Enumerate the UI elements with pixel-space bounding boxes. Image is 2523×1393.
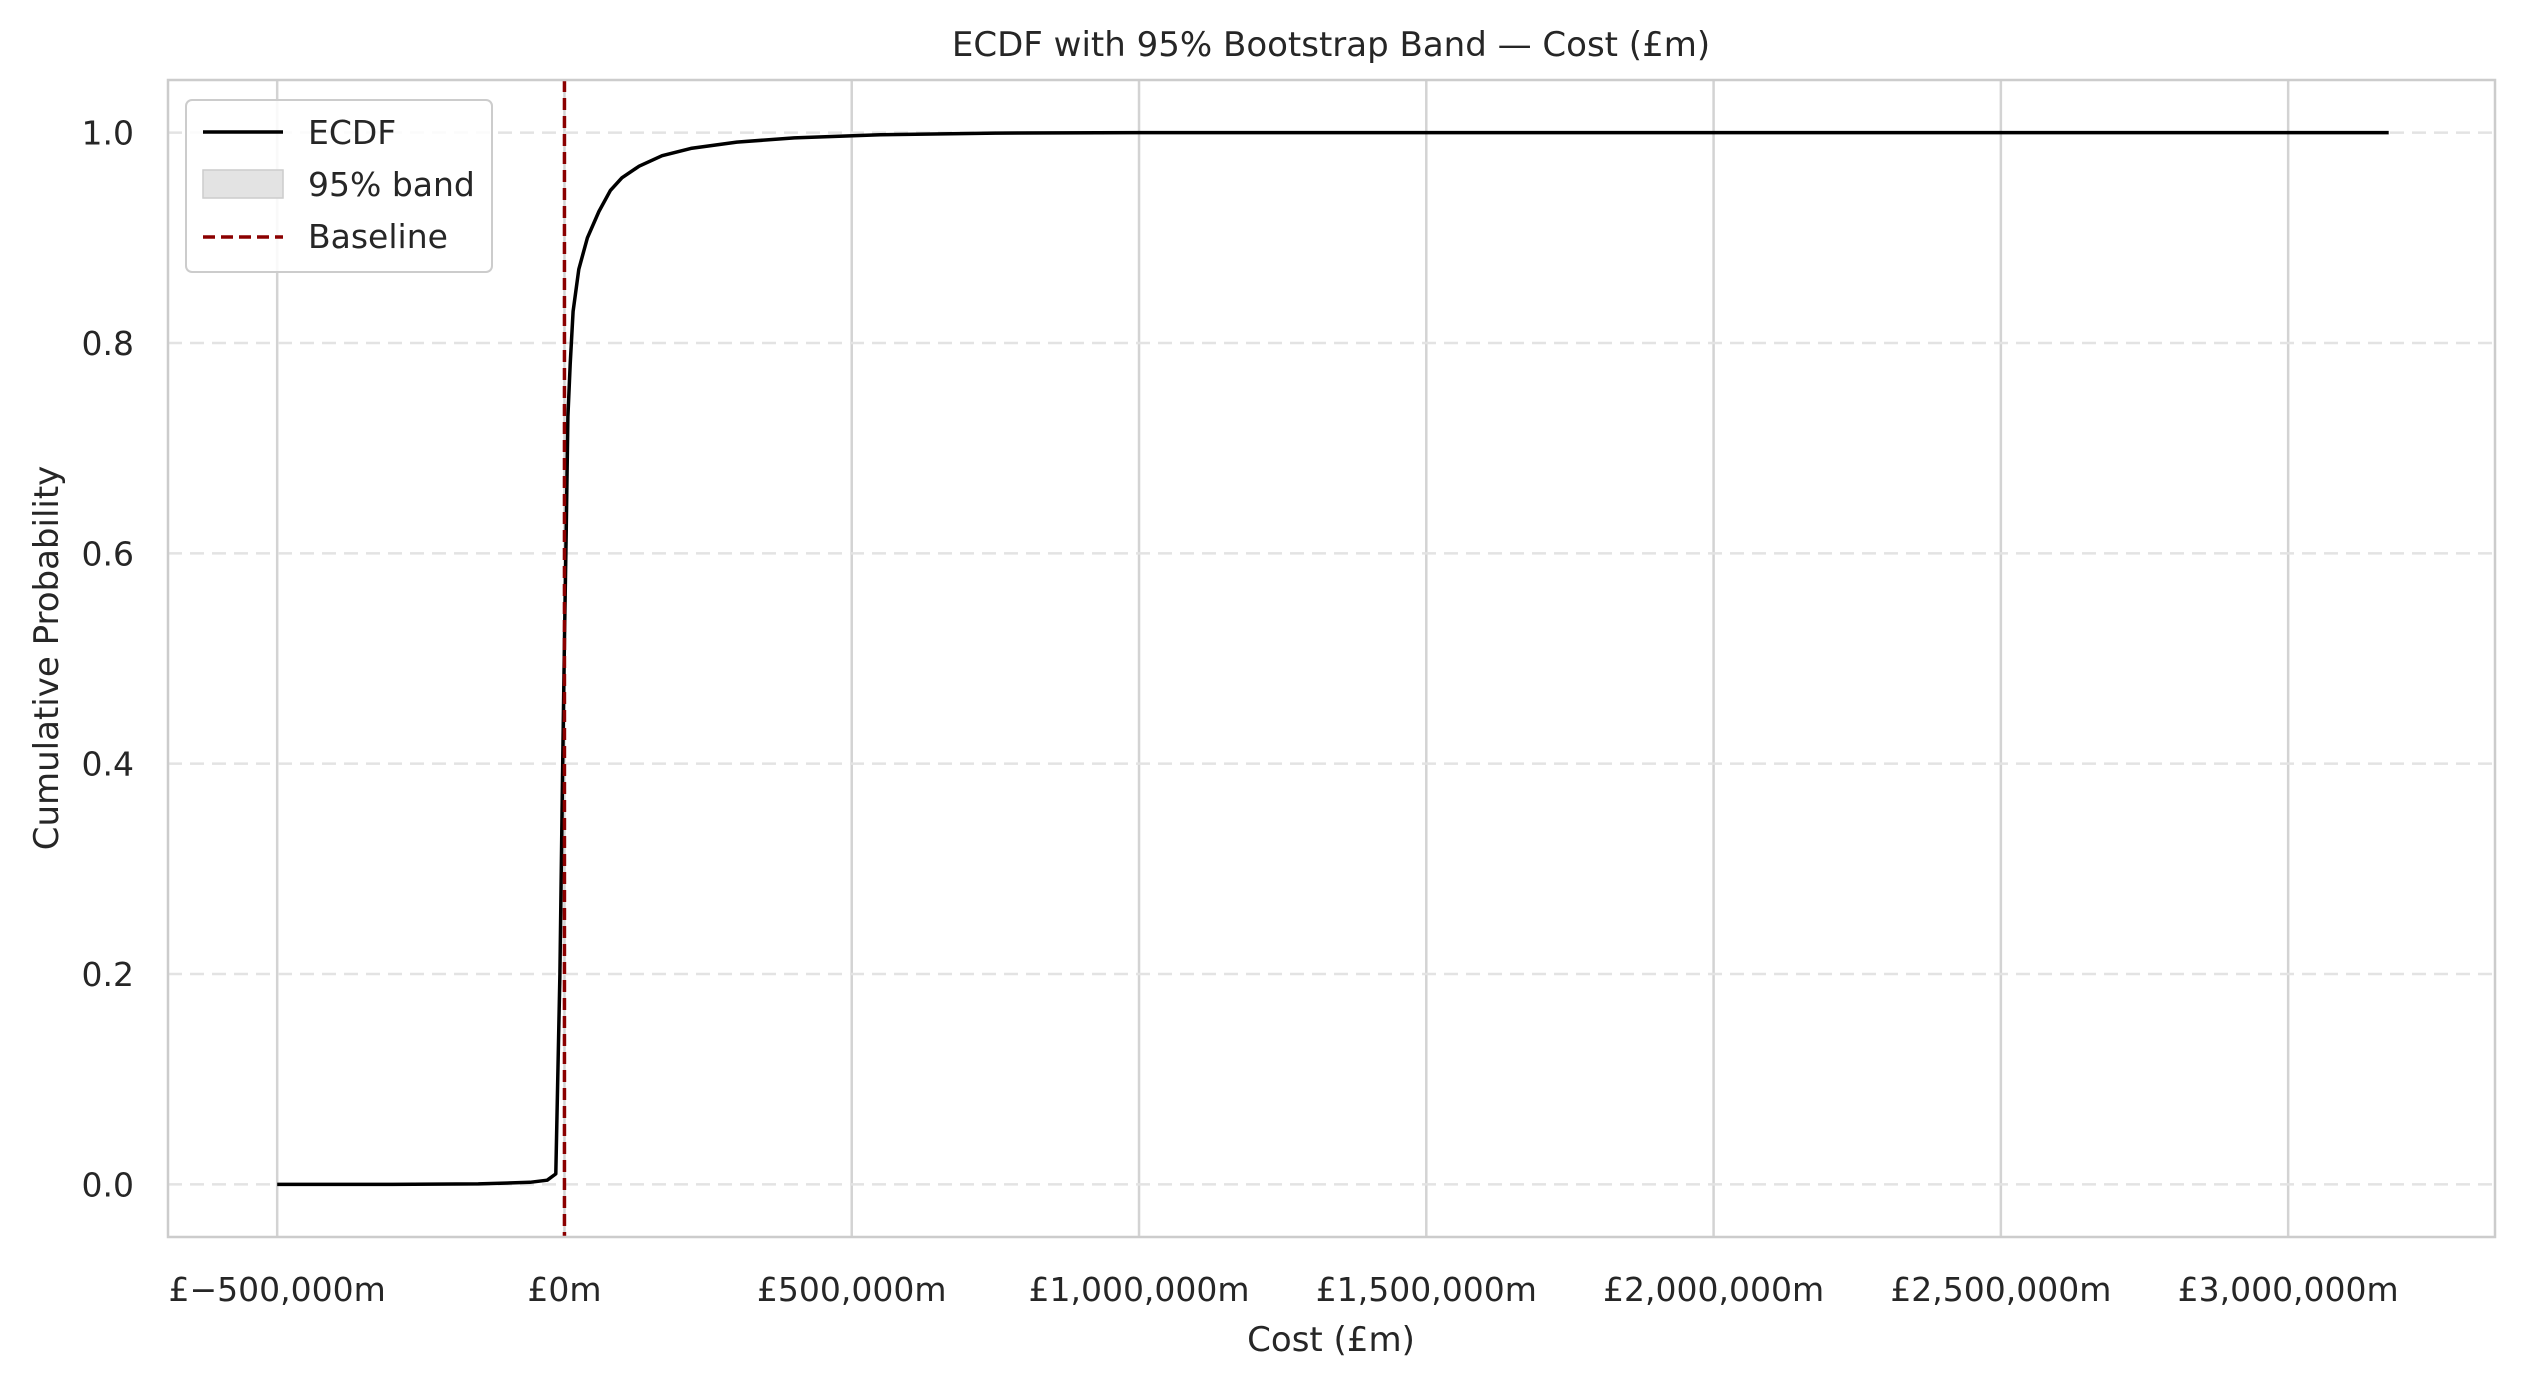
- chart-title: ECDF with 95% Bootstrap Band — Cost (£m): [952, 25, 1710, 65]
- y-tick-labels: 0.0 0.2 0.4 0.6 0.8 1.0: [82, 114, 134, 1205]
- legend-band-label: 95% band: [308, 165, 475, 204]
- y-tick-label: 0.2: [82, 955, 134, 994]
- ecdf-line: [277, 130, 2389, 1187]
- legend-band-swatch: [202, 169, 284, 199]
- x-tick-label: £2,000,000m: [1603, 1270, 1824, 1309]
- series-layer: [277, 130, 2389, 1187]
- legend-baseline-label: Baseline: [308, 217, 448, 256]
- y-tick-label: 1.0: [82, 114, 134, 153]
- x-tick-label: £500,000m: [757, 1270, 947, 1309]
- y-tick-label: 0.8: [82, 324, 134, 363]
- x-tick-label: £3,000,000m: [2178, 1270, 2399, 1309]
- y-tick-label: 0.0: [82, 1165, 134, 1204]
- x-tick-labels: £−500,000m £0m £500,000m £1,000,000m £1,500,…: [169, 1270, 2399, 1309]
- x-axis-label: Cost (£m): [1247, 1320, 1415, 1360]
- x-tick-label: £0m: [527, 1270, 601, 1309]
- y-tick-label: 0.6: [82, 534, 134, 573]
- plot-frame: [166, 78, 2497, 1239]
- legend-ecdf-label: ECDF: [308, 113, 396, 152]
- y-tick-label: 0.4: [82, 745, 134, 784]
- legend-frame: [185, 99, 493, 273]
- y-axis-label: Cumulative Probability: [27, 466, 67, 851]
- x-tick-label: £−500,000m: [169, 1270, 386, 1309]
- x-tick-label: £1,000,000m: [1028, 1270, 1249, 1309]
- x-tick-label: £2,500,000m: [1890, 1270, 2111, 1309]
- x-tick-label: £1,500,000m: [1316, 1270, 1537, 1309]
- legend: ECDF 95% band Baseline: [185, 99, 493, 273]
